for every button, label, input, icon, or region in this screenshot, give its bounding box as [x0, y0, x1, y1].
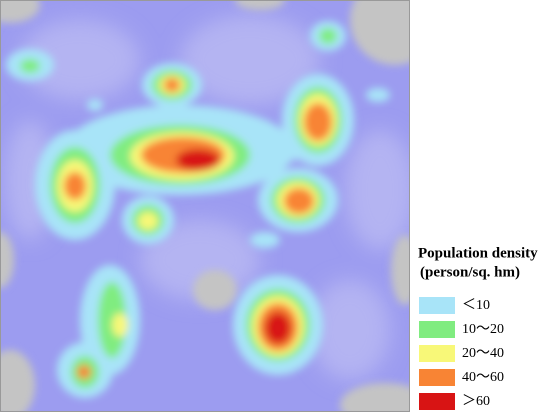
density-map	[0, 0, 410, 412]
legend-subtitle: (person/sq. hm)	[420, 264, 520, 280]
no-data-areas	[0, 0, 410, 412]
density-zones	[6, 21, 390, 398]
legend-swatch	[419, 297, 455, 314]
legend-label: 40～60	[462, 370, 504, 385]
legend-swatch	[419, 393, 455, 410]
legend-label: 10～20	[462, 322, 504, 337]
map-border	[0, 0, 410, 412]
legend-label: ＞60	[462, 394, 490, 409]
legend-label: 20～40	[462, 346, 504, 361]
legend-swatch	[419, 345, 455, 362]
legend: ＜10 10～20 20～40 40～60 ＞60	[419, 297, 504, 410]
legend-label: ＜10	[462, 298, 490, 313]
legend-swatch	[419, 369, 455, 386]
legend-swatch	[419, 321, 455, 338]
legend-title: Population density	[418, 245, 538, 261]
